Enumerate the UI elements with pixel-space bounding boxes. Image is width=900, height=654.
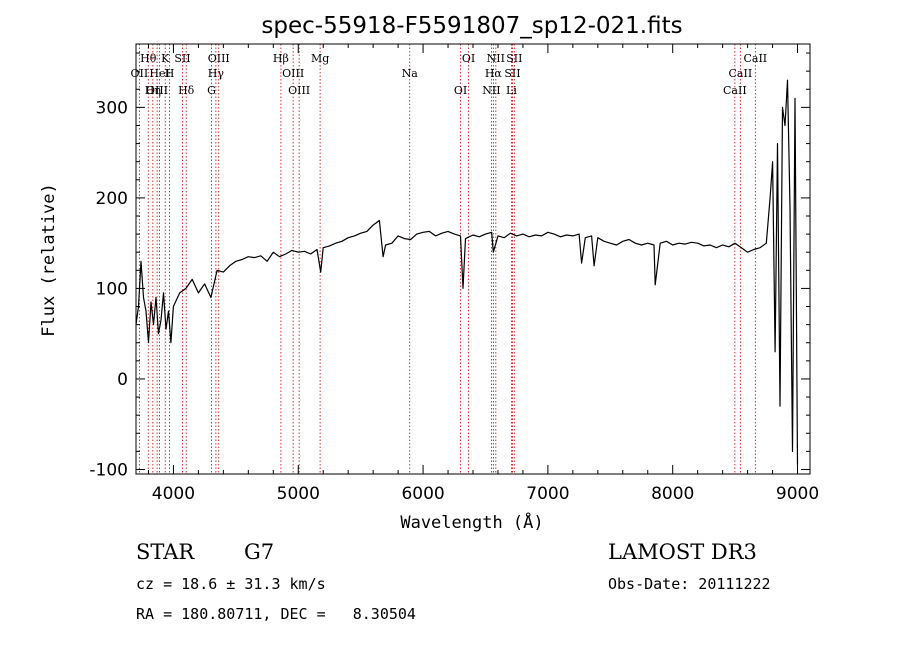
- y-tick-label: 0: [117, 370, 128, 390]
- marker-label: Hδ: [178, 84, 195, 97]
- x-tick-label: 5000: [277, 484, 320, 504]
- y-tick-label: 100: [96, 279, 128, 299]
- marker-label: OIII: [146, 84, 168, 97]
- marker-label: CaII: [729, 67, 753, 80]
- marker-label: SII: [506, 52, 522, 65]
- marker-label: OIII: [282, 67, 304, 80]
- marker-label: OI: [454, 84, 467, 97]
- marker-label: CaII: [743, 52, 767, 65]
- marker-label: SII: [174, 52, 190, 65]
- object-subclass: G7: [244, 540, 274, 564]
- y-axis-ticks: -100 0 100 200 300: [89, 52, 810, 480]
- coordinates: RA = 180.80711, DEC = 8.30504: [136, 605, 416, 623]
- x-axis-ticks: 4000 5000 6000 7000 8000 9000: [147, 44, 819, 504]
- y-tick-label: 300: [96, 98, 128, 118]
- marker-label: HeI: [149, 67, 169, 80]
- marker-label: Hβ: [273, 52, 289, 65]
- marker-label: NII: [487, 52, 505, 65]
- marker-label: Na: [402, 67, 419, 80]
- marker-label: Hα: [485, 67, 503, 80]
- observation-date: Obs-Date: 20111222: [608, 575, 771, 593]
- redshift-cz: cz = 18.6 ± 31.3 km/s: [136, 575, 326, 593]
- marker-label: Li: [506, 84, 517, 97]
- marker-label: Hγ: [208, 67, 225, 80]
- marker-label: K: [161, 52, 170, 65]
- marker-label: Mg: [311, 52, 329, 65]
- marker-label: SII: [504, 67, 520, 80]
- y-tick-label: 200: [96, 189, 128, 209]
- spectral-line-labels: Hθ OII OIII K HeI Hη SII HHδ OIII Hγ G Hβ OIII OIII Mg…: [131, 52, 768, 97]
- spectral-line-markers: [138, 44, 756, 474]
- marker-label: Hθ: [140, 52, 157, 65]
- object-class: STAR: [136, 540, 195, 564]
- x-tick-label: 9000: [776, 484, 819, 504]
- flux-series-line: [135, 79, 799, 465]
- x-axis-label: Wavelength (Å): [400, 511, 543, 533]
- survey-name: LAMOST DR3: [608, 540, 757, 564]
- y-tick-label: -100: [89, 460, 128, 480]
- chart-title: spec-55918-F5591807_sp12-021.fits: [261, 13, 682, 39]
- marker-label: OIII: [288, 84, 310, 97]
- marker-label: NII: [482, 84, 500, 97]
- marker-label: CaII: [723, 84, 747, 97]
- marker-label: OIII: [208, 52, 230, 65]
- y-axis-label: Flux (relative): [39, 183, 59, 337]
- plot-frame: [135, 43, 811, 475]
- x-tick-label: 6000: [401, 484, 444, 504]
- marker-label: OI: [462, 52, 475, 65]
- marker-label: G: [207, 84, 216, 97]
- marker-label: H: [165, 67, 175, 80]
- x-tick-label: 8000: [651, 484, 694, 504]
- x-tick-label: 7000: [526, 484, 569, 504]
- x-tick-label: 4000: [152, 484, 195, 504]
- marker-label: OII: [131, 67, 149, 80]
- marker-label: Hη: [145, 84, 161, 97]
